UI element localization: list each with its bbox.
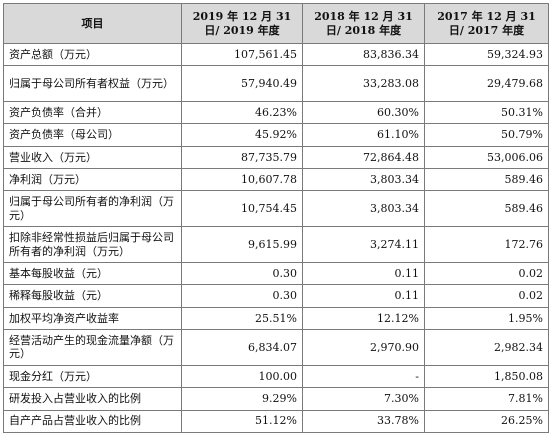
row-label: 净利润（万元） <box>3 168 182 192</box>
row-label: 扣除非经常性损益后归属于母公司所有者的净利润（万元） <box>3 226 182 264</box>
table-row: 归属于母公司所有者权益（万元） 57,940.49 33,283.08 29,4… <box>3 65 549 103</box>
row-label: 自产产品占营业收入的比例 <box>3 409 182 433</box>
value-2019: 6,834.07 <box>181 329 303 366</box>
value-2018: 60.30% <box>302 101 425 125</box>
header-2017: 2017 年 12 月 31 日/ 2017 年度 <box>424 3 549 44</box>
value-2017: 29,479.68 <box>424 65 549 103</box>
value-2017: 172.76 <box>424 226 549 264</box>
table-row: 资产负债率（合并） 46.23% 60.30% 50.31% <box>3 101 549 125</box>
row-label: 经营活动产生的现金流量净额（万元） <box>3 329 182 366</box>
value-2017: 53,006.06 <box>424 145 549 170</box>
table-row: 加权平均净资产收益率 25.51% 12.12% 1.95% <box>3 306 549 331</box>
table-row: 扣除非经常性损益后归属于母公司所有者的净利润（万元） 9,615.99 3,27… <box>3 226 549 264</box>
value-2017: 0.02 <box>424 284 549 308</box>
row-label: 加权平均净资产收益率 <box>3 306 182 331</box>
value-2017: 59,324.93 <box>424 42 549 67</box>
table-row: 净利润（万元） 10,607.78 3,803.34 589.46 <box>3 168 549 192</box>
value-2018: 0.11 <box>302 262 425 286</box>
value-2019: 57,940.49 <box>181 65 303 103</box>
value-2017: 1,850.08 <box>424 364 549 389</box>
value-2018: 7.30% <box>302 387 425 411</box>
table-row: 营业收入（万元） 87,735.79 72,864.48 53,006.06 <box>3 145 549 170</box>
value-2018: 72,864.48 <box>302 145 425 170</box>
row-label: 稀释每股收益（元） <box>3 284 182 308</box>
value-2019: 0.30 <box>181 284 303 308</box>
value-2019: 0.30 <box>181 262 303 286</box>
value-2019: 10,607.78 <box>181 168 303 192</box>
financial-table-container: 项目 2019 年 12 月 31 日/ 2019 年度 2018 年 12 月… <box>3 3 549 433</box>
table-row: 基本每股收益（元） 0.30 0.11 0.02 <box>3 262 549 286</box>
header-2018: 2018 年 12 月 31 日/ 2018 年度 <box>302 3 425 44</box>
header-2019: 2019 年 12 月 31 日/ 2019 年度 <box>181 3 303 44</box>
value-2019: 10,754.45 <box>181 190 303 228</box>
table-row: 归属于母公司所有者的净利润（万元） 10,754.45 3,803.34 589… <box>3 190 549 228</box>
value-2018: - <box>302 364 425 389</box>
value-2019: 9.29% <box>181 387 303 411</box>
table-row: 稀释每股收益（元） 0.30 0.11 0.02 <box>3 284 549 308</box>
row-label: 基本每股收益（元） <box>3 262 182 286</box>
table-header-row: 项目 2019 年 12 月 31 日/ 2019 年度 2018 年 12 月… <box>3 3 549 44</box>
value-2017: 0.02 <box>424 262 549 286</box>
table-row: 现金分红（万元） 100.00 - 1,850.08 <box>3 364 549 389</box>
value-2017: 589.46 <box>424 190 549 228</box>
value-2017: 7.81% <box>424 387 549 411</box>
value-2017: 50.79% <box>424 123 549 147</box>
header-item: 项目 <box>3 3 182 44</box>
row-label: 资产负债率（合并） <box>3 101 182 125</box>
value-2019: 9,615.99 <box>181 226 303 264</box>
value-2018: 2,970.90 <box>302 329 425 366</box>
value-2018: 3,803.34 <box>302 168 425 192</box>
value-2019: 25.51% <box>181 306 303 331</box>
table-row: 经营活动产生的现金流量净额（万元） 6,834.07 2,970.90 2,98… <box>3 329 549 366</box>
table-row: 研发投入占营业收入的比例 9.29% 7.30% 7.81% <box>3 387 549 411</box>
table-row: 资产总额（万元） 107,561.45 83,836.34 59,324.93 <box>3 42 549 67</box>
value-2019: 87,735.79 <box>181 145 303 170</box>
value-2019: 100.00 <box>181 364 303 389</box>
value-2018: 61.10% <box>302 123 425 147</box>
value-2018: 3,274.11 <box>302 226 425 264</box>
value-2017: 1.95% <box>424 306 549 331</box>
value-2019: 51.12% <box>181 409 303 433</box>
row-label: 资产总额（万元） <box>3 42 182 67</box>
row-label: 研发投入占营业收入的比例 <box>3 387 182 411</box>
value-2018: 83,836.34 <box>302 42 425 67</box>
table-row: 自产产品占营业收入的比例 51.12% 33.78% 26.25% <box>3 409 549 433</box>
value-2018: 12.12% <box>302 306 425 331</box>
value-2018: 0.11 <box>302 284 425 308</box>
row-label: 资产负债率（母公司） <box>3 123 182 147</box>
value-2018: 3,803.34 <box>302 190 425 228</box>
value-2017: 589.46 <box>424 168 549 192</box>
value-2019: 107,561.45 <box>181 42 303 67</box>
row-label: 归属于母公司所有者的净利润（万元） <box>3 190 182 228</box>
financial-summary-table: 项目 2019 年 12 月 31 日/ 2019 年度 2018 年 12 月… <box>3 3 549 433</box>
row-label: 归属于母公司所有者权益（万元） <box>3 65 182 103</box>
row-label: 营业收入（万元） <box>3 145 182 170</box>
table-row: 资产负债率（母公司） 45.92% 61.10% 50.79% <box>3 123 549 147</box>
value-2019: 45.92% <box>181 123 303 147</box>
value-2018: 33.78% <box>302 409 425 433</box>
value-2017: 26.25% <box>424 409 549 433</box>
value-2018: 33,283.08 <box>302 65 425 103</box>
row-label: 现金分红（万元） <box>3 364 182 389</box>
value-2019: 46.23% <box>181 101 303 125</box>
value-2017: 50.31% <box>424 101 549 125</box>
value-2017: 2,982.34 <box>424 329 549 366</box>
